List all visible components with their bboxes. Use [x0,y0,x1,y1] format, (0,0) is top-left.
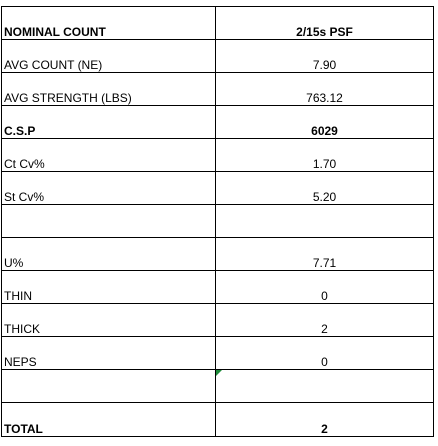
row-value: 5.20 [312,190,337,204]
table-row-thick: THICK 2 [1,303,434,337]
header-value: 2/15s PSF [296,25,353,39]
cell-note-marker [216,370,222,376]
table-row-blank [1,369,434,403]
total-value-cell[interactable]: 2 [215,402,434,437]
label-cell[interactable]: St Cv% [1,171,216,205]
total-label: TOTAL [4,422,43,436]
label-cell[interactable]: THIN [1,270,216,304]
row-value: 0 [321,289,328,303]
label-cell[interactable]: NEPS [1,336,216,370]
row-label: AVG STRENGTH (LBS) [4,91,132,105]
value-cell[interactable]: 6029 [215,105,434,139]
value-cell[interactable]: 7.90 [215,39,434,73]
value-cell[interactable]: 5.20 [215,171,434,205]
spreadsheet-table: NOMINAL COUNT 2/15s PSF AVG COUNT (NE) 7… [1,6,434,437]
value-cell[interactable]: 7.71 [215,237,434,271]
label-cell[interactable]: U% [1,237,216,271]
row-value: 7.90 [312,58,337,72]
value-cell[interactable]: 763.12 [215,72,434,106]
label-cell[interactable]: C.S.P [1,105,216,139]
row-label: C.S.P [4,124,36,138]
row-value: 1.70 [312,157,337,171]
table-row-avg-count: AVG COUNT (NE) 7.90 [1,39,434,73]
label-cell[interactable]: AVG STRENGTH (LBS) [1,72,216,106]
label-cell[interactable]: AVG COUNT (NE) [1,39,216,73]
row-label: St Cv% [4,190,45,204]
table-row-u-percent: U% 7.71 [1,237,434,271]
value-cell[interactable]: 1.70 [215,138,434,172]
row-label: U% [4,256,24,270]
row-value: 763.12 [306,91,343,105]
table-row-st-cv: St Cv% 5.20 [1,171,434,205]
total-label-cell[interactable]: TOTAL [1,402,216,437]
table-row-avg-strength: AVG STRENGTH (LBS) 763.12 [1,72,434,106]
total-value: 2 [321,422,328,436]
value-cell[interactable]: 0 [215,270,434,304]
label-cell[interactable]: THICK [1,303,216,337]
row-label: Ct Cv% [4,157,45,171]
table-row-ct-cv: Ct Cv% 1.70 [1,138,434,172]
table-header-row: NOMINAL COUNT 2/15s PSF [1,6,434,40]
row-label: THIN [4,289,32,303]
label-cell[interactable] [1,204,216,238]
row-value: 0 [321,355,328,369]
table-row-blank [1,204,434,238]
row-label: NEPS [4,355,37,369]
row-value: 7.71 [312,256,337,270]
value-cell[interactable]: 2 [215,303,434,337]
label-cell[interactable] [1,369,216,403]
value-cell[interactable] [215,204,434,238]
table-row-csp: C.S.P 6029 [1,105,434,139]
value-cell[interactable]: 0 [215,336,434,370]
header-label-cell[interactable]: NOMINAL COUNT [1,6,216,40]
row-value: 6029 [311,124,338,138]
header-label: NOMINAL COUNT [4,25,106,39]
row-label: THICK [4,322,40,336]
table-row-thin: THIN 0 [1,270,434,304]
label-cell[interactable]: Ct Cv% [1,138,216,172]
row-label: AVG COUNT (NE) [4,58,103,72]
table-total-row: TOTAL 2 [1,402,434,437]
value-cell[interactable] [215,369,434,403]
header-value-cell[interactable]: 2/15s PSF [215,6,434,40]
table-row-neps: NEPS 0 [1,336,434,370]
row-value: 2 [321,322,328,336]
